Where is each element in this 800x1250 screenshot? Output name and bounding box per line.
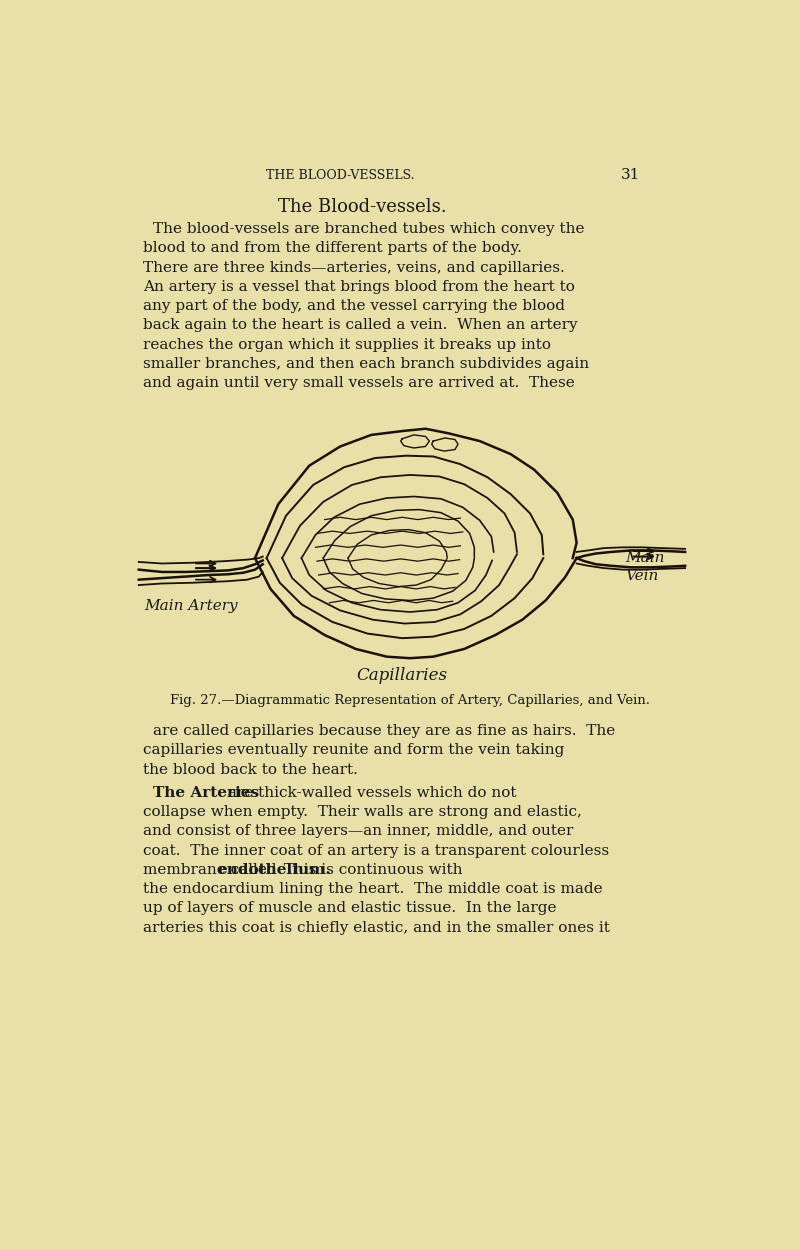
Text: There are three kinds—arteries, veins, and capillaries.: There are three kinds—arteries, veins, a… [142, 261, 564, 275]
Text: capillaries eventually reunite and form the vein taking: capillaries eventually reunite and form … [142, 744, 564, 758]
Text: THE BLOOD-VESSELS.: THE BLOOD-VESSELS. [266, 169, 414, 182]
Text: Capillaries: Capillaries [357, 666, 448, 684]
Text: and again until very small vessels are arrived at.  These: and again until very small vessels are a… [142, 376, 574, 390]
Text: blood to and from the different parts of the body.: blood to and from the different parts of… [142, 241, 522, 255]
Text: any part of the body, and the vessel carrying the blood: any part of the body, and the vessel car… [142, 299, 565, 314]
Text: endothelium.: endothelium. [218, 862, 331, 876]
Text: Fig. 27.—Diagrammatic Representation of Artery, Capillaries, and Vein.: Fig. 27.—Diagrammatic Representation of … [170, 695, 650, 708]
Text: The blood-vessels are branched tubes which convey the: The blood-vessels are branched tubes whi… [153, 222, 584, 236]
Text: back again to the heart is called a vein.  When an artery: back again to the heart is called a vein… [142, 319, 578, 332]
Text: membrane called: membrane called [142, 862, 281, 876]
Text: and consist of three layers—an inner, middle, and outer: and consist of three layers—an inner, mi… [142, 824, 573, 839]
Text: collapse when empty.  Their walls are strong and elastic,: collapse when empty. Their walls are str… [142, 805, 582, 819]
Text: up of layers of muscle and elastic tissue.  In the large: up of layers of muscle and elastic tissu… [142, 901, 556, 915]
Text: reaches the organ which it supplies it breaks up into: reaches the organ which it supplies it b… [142, 338, 550, 351]
Text: the endocardium lining the heart.  The middle coat is made: the endocardium lining the heart. The mi… [142, 882, 602, 896]
Text: The Arteries: The Arteries [153, 786, 259, 800]
Text: coat.  The inner coat of an artery is a transparent colourless: coat. The inner coat of an artery is a t… [142, 844, 609, 858]
Text: An artery is a vessel that brings blood from the heart to: An artery is a vessel that brings blood … [142, 280, 574, 294]
Text: 31: 31 [621, 169, 641, 182]
Text: The Blood-vessels.: The Blood-vessels. [278, 198, 447, 215]
Text: are called capillaries because they are as fine as hairs.  The: are called capillaries because they are … [153, 724, 615, 739]
Text: Main Artery: Main Artery [144, 600, 238, 614]
Text: This is continuous with: This is continuous with [274, 862, 462, 876]
Text: the blood back to the heart.: the blood back to the heart. [142, 762, 358, 776]
Text: arteries this coat is chiefly elastic, and in the smaller ones it: arteries this coat is chiefly elastic, a… [142, 920, 610, 935]
Text: are thick-walled vessels which do not: are thick-walled vessels which do not [223, 786, 517, 800]
Text: Main
Vein: Main Vein [626, 551, 665, 582]
Text: smaller branches, and then each branch subdivides again: smaller branches, and then each branch s… [142, 357, 589, 371]
